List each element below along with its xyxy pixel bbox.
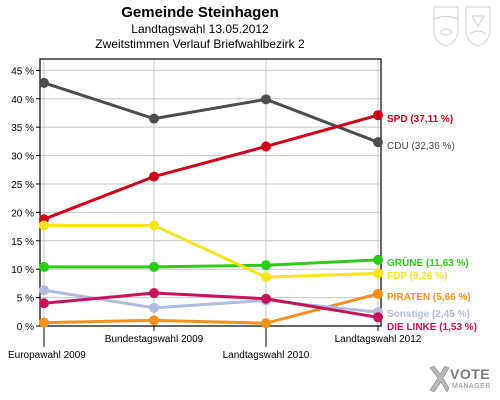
data-point <box>149 220 159 231</box>
brand-name: VOTE <box>450 366 491 382</box>
data-point <box>373 268 383 279</box>
checkmark-x-icon <box>429 365 450 393</box>
data-point <box>373 288 383 299</box>
data-point <box>39 298 49 309</box>
data-point <box>149 302 159 313</box>
data-point <box>149 288 159 299</box>
series-end-label: Sonstige (2,45 %) <box>387 309 470 320</box>
data-point <box>149 171 159 182</box>
y-tick-label: 5 % <box>17 294 34 305</box>
brand-tagline: MANAGER <box>452 383 491 390</box>
data-point <box>261 141 271 152</box>
series-line <box>44 258 379 269</box>
series-end-label: FDP (9,26 %) <box>387 271 447 282</box>
x-tick-label: Landtagswahl 2012 <box>335 334 422 345</box>
chart-subtitle-date: Landtagswahl 13.05.2012 <box>131 22 269 36</box>
y-tick-label: 30 % <box>11 152 34 163</box>
series-line <box>44 223 379 279</box>
data-point <box>261 260 271 271</box>
data-point <box>39 285 49 296</box>
data-point <box>149 315 159 326</box>
data-point <box>373 312 383 323</box>
data-point <box>39 317 49 328</box>
series-line <box>43 113 379 221</box>
title-block: Gemeinde Steinhagen Landtagswahl 13.05.2… <box>0 4 400 52</box>
chart-subtitle-description: Zweitstimmen Verlauf Briefwahlbezirk 2 <box>95 37 305 51</box>
data-point <box>373 137 383 148</box>
chart-title: Gemeinde Steinhagen <box>121 4 279 21</box>
data-point <box>39 261 49 272</box>
y-tick-label: 15 % <box>11 237 34 248</box>
data-point <box>261 94 271 105</box>
y-tick-label: 25 % <box>11 180 34 191</box>
y-tick-label: 0 % <box>17 322 34 333</box>
brand-logo: VOTE MANAGER <box>428 362 498 398</box>
state-coat-of-arms-icon <box>433 6 491 47</box>
series-end-label: GRÜNE (11,63 %) <box>387 256 469 269</box>
series-end-label: PIRATEN (5,66 %) <box>387 292 471 303</box>
data-point <box>373 254 383 265</box>
data-point <box>261 272 271 283</box>
data-point <box>261 293 271 304</box>
data-point <box>149 113 159 124</box>
y-tick-label: 20 % <box>11 208 34 219</box>
series-end-label: SPD (37,11 %) <box>387 114 453 125</box>
x-tick-label: Bundestagswahl 2009 <box>105 334 204 345</box>
y-tick-label: 40 % <box>11 95 34 106</box>
data-point <box>261 318 271 329</box>
x-tick-label: Landtagswahl 2010 <box>223 350 310 361</box>
y-tick-label: 35 % <box>11 123 34 134</box>
data-point <box>149 261 159 272</box>
data-point <box>39 220 49 231</box>
plot-frame <box>39 58 382 327</box>
data-point <box>373 110 383 121</box>
series-line <box>43 291 379 319</box>
data-point <box>39 77 49 88</box>
y-tick-label: 45 % <box>11 66 34 77</box>
x-tick-label: Europawahl 2009 <box>8 350 86 361</box>
series-end-label: CDU (32,36 %) <box>387 141 455 152</box>
y-tick-label: 10 % <box>11 265 34 276</box>
series-end-label: DIE LINKE (1,53 %) <box>387 322 477 333</box>
series-line <box>43 81 379 144</box>
